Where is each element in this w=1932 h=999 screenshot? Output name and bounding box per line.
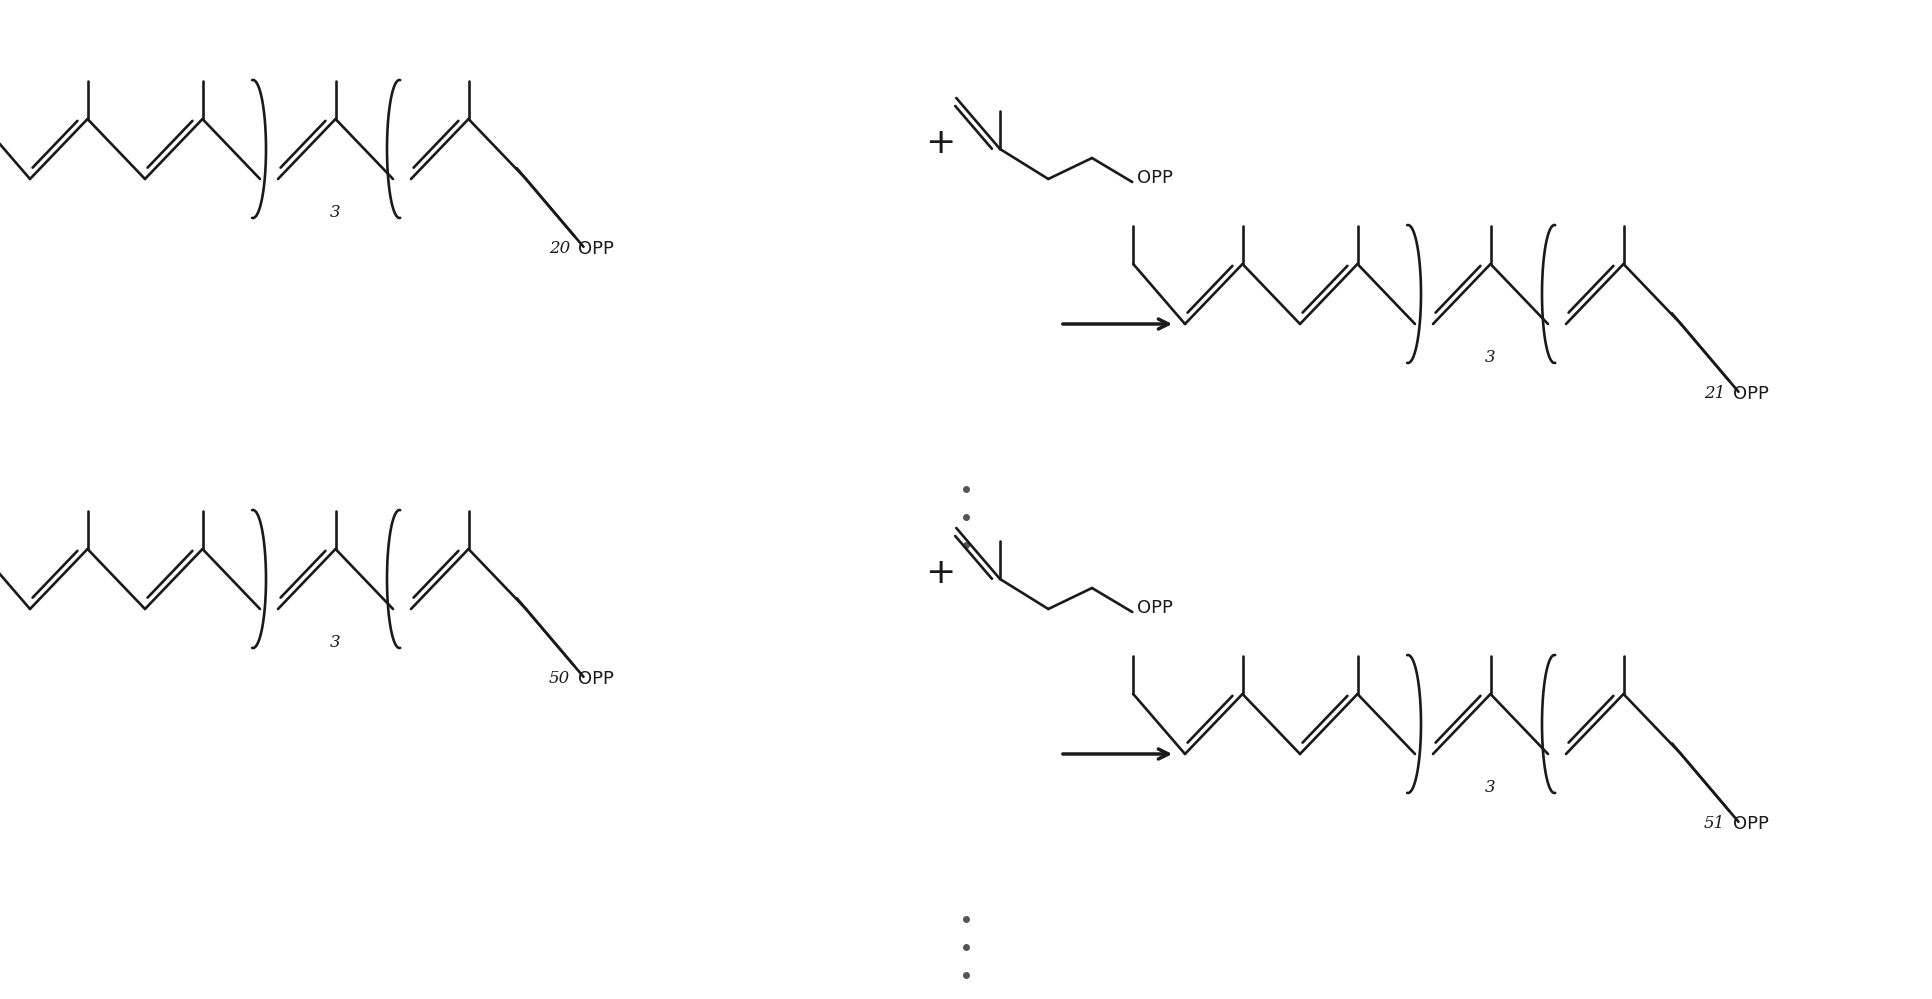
Text: OPP: OPP xyxy=(578,670,614,688)
Text: 3: 3 xyxy=(330,204,340,221)
Text: 3: 3 xyxy=(1486,349,1495,366)
Text: OPP: OPP xyxy=(1138,169,1173,187)
Text: OPP: OPP xyxy=(1138,599,1173,617)
Text: +: + xyxy=(925,556,954,590)
Text: 3: 3 xyxy=(1486,779,1495,796)
Text: OPP: OPP xyxy=(578,240,614,258)
Text: OPP: OPP xyxy=(1733,815,1770,833)
Text: +: + xyxy=(925,126,954,160)
Text: 20: 20 xyxy=(549,240,570,257)
Text: OPP: OPP xyxy=(1733,385,1770,403)
Text: 21: 21 xyxy=(1704,385,1725,402)
Text: 51: 51 xyxy=(1704,815,1725,832)
Text: 50: 50 xyxy=(549,670,570,687)
Text: 3: 3 xyxy=(330,634,340,651)
